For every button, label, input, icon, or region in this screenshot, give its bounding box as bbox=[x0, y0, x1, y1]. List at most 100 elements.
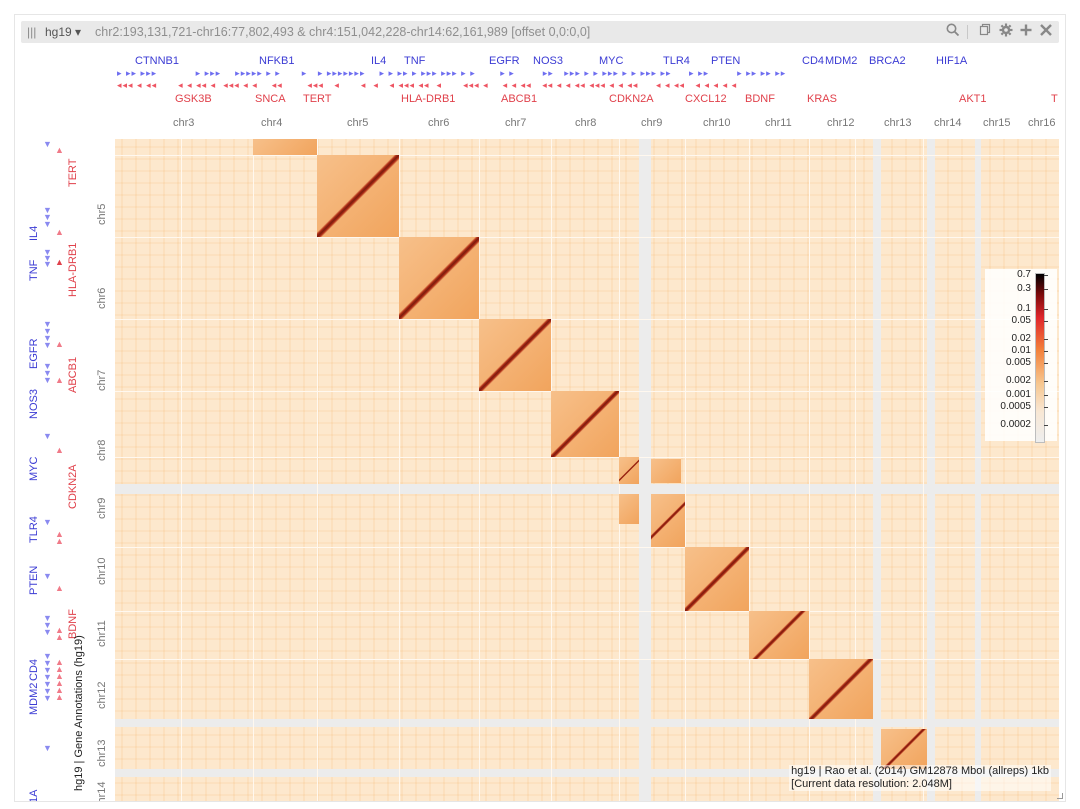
genome-position-search[interactable]: chr2:193,131,721-chr16:77,802,493 & chr4… bbox=[95, 25, 591, 39]
chromosome-label: chr9 bbox=[96, 497, 108, 519]
plus-strand-triangle: ▼ ▼ ▼ bbox=[43, 247, 52, 269]
copy-icon[interactable] bbox=[979, 23, 992, 39]
chromosome-label: chr11 bbox=[96, 620, 108, 647]
plus-strand-triangle: ▼ ▼ ▼ ▼ bbox=[43, 319, 52, 350]
gene-label[interactable]: IL4 bbox=[28, 225, 40, 241]
legend-tick-label: 0.005 bbox=[1005, 357, 1031, 368]
gene-label[interactable]: HIF1A bbox=[936, 55, 968, 67]
gene-label[interactable]: 1A bbox=[28, 789, 40, 801]
gene-label[interactable]: CDKN2A bbox=[609, 93, 654, 105]
chromosome-label: chr10 bbox=[703, 117, 731, 129]
chromosome-label: chr3 bbox=[173, 117, 195, 129]
gene-label[interactable]: ABCB1 bbox=[501, 93, 538, 105]
left-gene-annotation-track[interactable]: ▼ ▲ TERT ▼ ▼ ▼ IL4 ▲ HLA-DRB1 ▼ ▼ ▼ ▲ TNF ▼ ▼… bbox=[15, 139, 115, 801]
gene-label[interactable]: T bbox=[1051, 93, 1058, 105]
gene-label[interactable]: IL4 bbox=[371, 55, 387, 67]
gene-label[interactable]: NOS3 bbox=[28, 389, 40, 419]
chromosome-gap bbox=[927, 139, 935, 801]
gene-label[interactable]: CDKN2A bbox=[67, 464, 79, 509]
gene-label[interactable]: CD4 bbox=[802, 55, 825, 67]
gene-label[interactable]: AKT1 bbox=[959, 93, 987, 105]
resize-handle-icon[interactable] bbox=[1057, 793, 1063, 799]
plus-strand-triangle: ▼ bbox=[43, 139, 52, 149]
gene-label[interactable]: TLR4 bbox=[28, 516, 40, 543]
gene-label[interactable]: ABCB1 bbox=[67, 356, 79, 393]
top-gene-annotation-track[interactable]: CTNNB1 NFKB1 IL4 TNF EGFR NOS3 MYC TLR4 … bbox=[15, 47, 1065, 119]
gene-label[interactable]: PTEN bbox=[711, 55, 741, 67]
interaction-block bbox=[551, 391, 619, 457]
gene-label[interactable]: EGFR bbox=[489, 55, 520, 67]
minus-strand-triangle: ▲ ▲ bbox=[55, 529, 64, 546]
gene-label[interactable]: TNF bbox=[404, 55, 426, 67]
interaction-block bbox=[317, 155, 399, 237]
gene-label[interactable]: TNF bbox=[28, 259, 40, 281]
higlass-view[interactable]: ||| hg19 ▾ chr2:193,131,721-chr16:77,802… bbox=[14, 14, 1066, 802]
interaction-block bbox=[685, 547, 749, 611]
legend-tick-label: 0.0002 bbox=[1000, 419, 1031, 430]
legend-tick-label: 0.02 bbox=[1011, 333, 1031, 344]
gene-label[interactable]: NOS3 bbox=[533, 55, 563, 67]
chromosome-gap bbox=[115, 484, 1059, 494]
interaction-block bbox=[619, 457, 639, 484]
chromosome-label: chr7 bbox=[96, 369, 108, 391]
legend-tick-label: 0.05 bbox=[1011, 315, 1031, 326]
interaction-block bbox=[749, 611, 809, 659]
close-icon[interactable] bbox=[1039, 23, 1053, 40]
colorscale-legend[interactable]: 0.7 0.3 0.1 0.05 0.02 0.01 0.005 0.002 0… bbox=[985, 269, 1057, 443]
gene-label[interactable]: TLR4 bbox=[663, 55, 690, 67]
colorbar[interactable] bbox=[1035, 273, 1045, 443]
gene-label[interactable]: TERT bbox=[303, 93, 332, 105]
gene-track-label: hg19 | Gene Annotations (hg19) bbox=[73, 635, 85, 791]
interaction-block bbox=[399, 237, 479, 319]
gene-label[interactable]: TERT bbox=[67, 158, 79, 187]
chromosome-label: chr5 bbox=[96, 203, 108, 225]
gene-label[interactable]: MYC bbox=[599, 55, 624, 67]
plus-strand-triangle: ▼ bbox=[43, 517, 52, 527]
hic-heatmap[interactable]: 0.7 0.3 0.1 0.05 0.02 0.01 0.005 0.002 0… bbox=[115, 139, 1059, 801]
interaction-block bbox=[619, 494, 639, 524]
chromosome-label: chr6 bbox=[96, 287, 108, 309]
gene-label[interactable]: HLA-DRB1 bbox=[67, 242, 79, 297]
minus-strand-triangle: ▲ ▲ bbox=[55, 625, 64, 642]
gene-label[interactable]: HLA-DRB1 bbox=[401, 93, 456, 105]
gene-label[interactable]: GSK3B bbox=[175, 93, 212, 105]
chromosome-label: chr9 bbox=[641, 117, 663, 129]
chromosome-label: chr5 bbox=[347, 117, 369, 129]
minus-strand-triangle: ▲ bbox=[55, 445, 64, 455]
gene-label[interactable]: PTEN bbox=[28, 565, 40, 595]
gene-label[interactable]: NFKB1 bbox=[259, 55, 295, 67]
chromosome-label: chr12 bbox=[96, 681, 108, 709]
minus-strand-triangle: ▲ bbox=[55, 375, 64, 385]
legend-tick-label: 0.0005 bbox=[1000, 401, 1031, 412]
minus-strand-triangle: ▲ bbox=[55, 145, 64, 155]
interaction-block bbox=[479, 319, 551, 391]
chromosome-label: chr8 bbox=[96, 439, 108, 461]
gear-icon[interactable] bbox=[999, 23, 1013, 40]
caption-resolution: [Current data resolution: 2.048M] bbox=[791, 778, 952, 790]
gene-label[interactable]: CXCL12 bbox=[685, 93, 727, 105]
gene-label[interactable]: MDM2 bbox=[825, 55, 858, 67]
assembly-selector[interactable]: hg19 ▾ bbox=[45, 25, 81, 39]
chromosome-gap bbox=[115, 719, 1059, 727]
gene-label[interactable]: EGFR bbox=[28, 338, 40, 369]
gene-label[interactable]: BDNF bbox=[745, 93, 775, 105]
gene-label[interactable]: MDM2 bbox=[28, 682, 40, 715]
legend-tick-label: 0.3 bbox=[1017, 283, 1031, 294]
plus-strand-triangle: ▼ bbox=[43, 431, 52, 441]
interaction-block bbox=[651, 494, 685, 547]
gene-label[interactable]: MYC bbox=[28, 456, 40, 481]
chromosome-gap bbox=[873, 139, 881, 801]
legend-tick-label: 0.1 bbox=[1017, 303, 1031, 314]
gene-label[interactable]: SNCA bbox=[255, 93, 286, 105]
minus-strand-triangle: ▲ bbox=[55, 583, 64, 593]
chromosome-label: chr7 bbox=[505, 117, 527, 129]
search-icon[interactable] bbox=[946, 23, 960, 40]
gene-label[interactable]: CTNNB1 bbox=[135, 55, 180, 67]
gene-label[interactable]: KRAS bbox=[807, 93, 837, 105]
plus-strand-triangle: ▼ ▼ ▼ bbox=[43, 361, 52, 385]
drag-handle-icon[interactable]: ||| bbox=[27, 25, 37, 39]
gene-label[interactable]: CD4 bbox=[28, 658, 40, 681]
plus-icon[interactable] bbox=[1019, 23, 1033, 40]
gene-label[interactable]: BRCA2 bbox=[869, 55, 906, 67]
view-header: ||| hg19 ▾ chr2:193,131,721-chr16:77,802… bbox=[21, 21, 1059, 43]
